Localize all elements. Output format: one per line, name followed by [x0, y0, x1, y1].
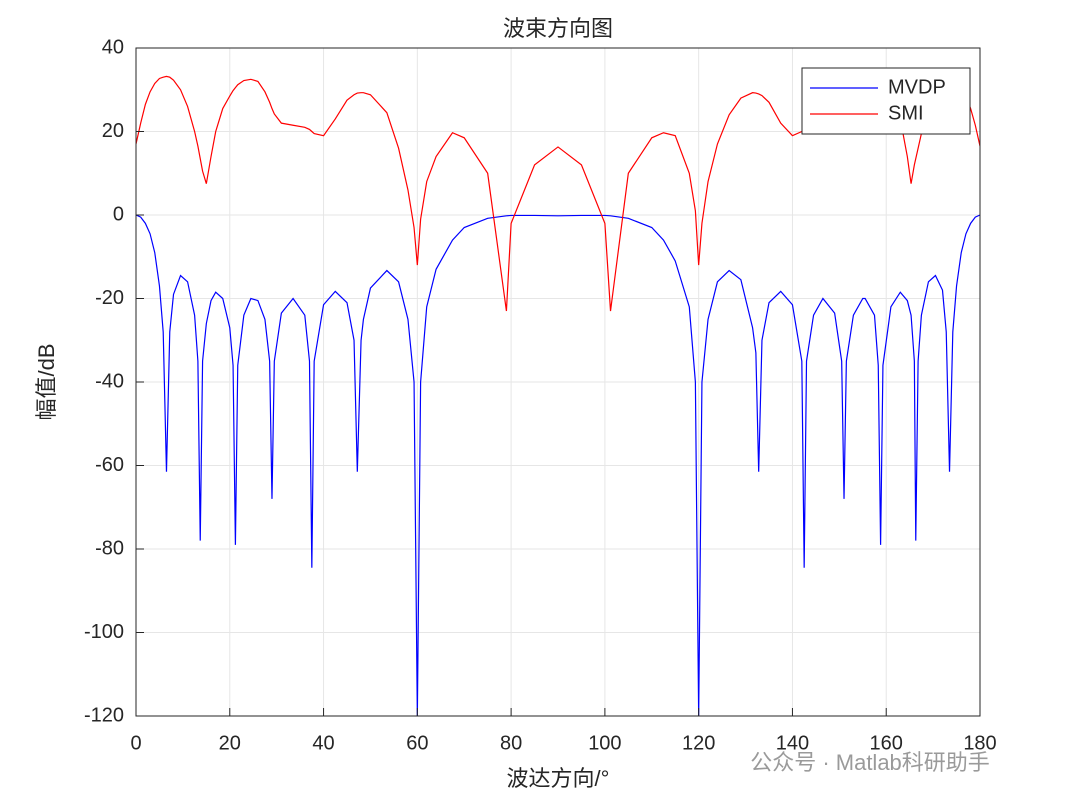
y-tick-label: -20 — [95, 287, 124, 309]
y-tick-label: -40 — [95, 370, 124, 392]
x-tick-label: 20 — [219, 732, 241, 754]
y-tick-label: -100 — [84, 621, 124, 643]
y-tick-label: -80 — [95, 537, 124, 559]
series-line — [136, 214, 980, 716]
y-tick-label: 40 — [102, 36, 124, 58]
watermark: 公众号 · Matlab科研助手 — [750, 750, 990, 775]
legend-box — [801, 67, 971, 135]
legend-label: MVDP — [888, 76, 946, 98]
x-tick-label: 60 — [406, 732, 428, 754]
x-tick-label: 100 — [588, 732, 621, 754]
x-tick-label: 120 — [682, 732, 715, 754]
chart-title: 波束方向图 — [503, 16, 613, 41]
x-tick-label: 40 — [312, 732, 334, 754]
y-tick-label: -60 — [95, 454, 124, 476]
x-axis-label: 波达方向/° — [507, 766, 610, 791]
y-tick-label: 20 — [102, 120, 124, 142]
legend-label: SMI — [888, 102, 924, 124]
y-tick-label: -120 — [84, 704, 124, 726]
x-tick-label: 160 — [870, 732, 903, 754]
x-tick-label: 80 — [500, 732, 522, 754]
y-tick-label: 0 — [113, 203, 124, 225]
y-axis-label: 幅值/dB — [34, 343, 59, 420]
x-tick-label: 180 — [963, 732, 996, 754]
x-tick-label: 0 — [130, 732, 141, 754]
x-tick-label: 140 — [776, 732, 809, 754]
